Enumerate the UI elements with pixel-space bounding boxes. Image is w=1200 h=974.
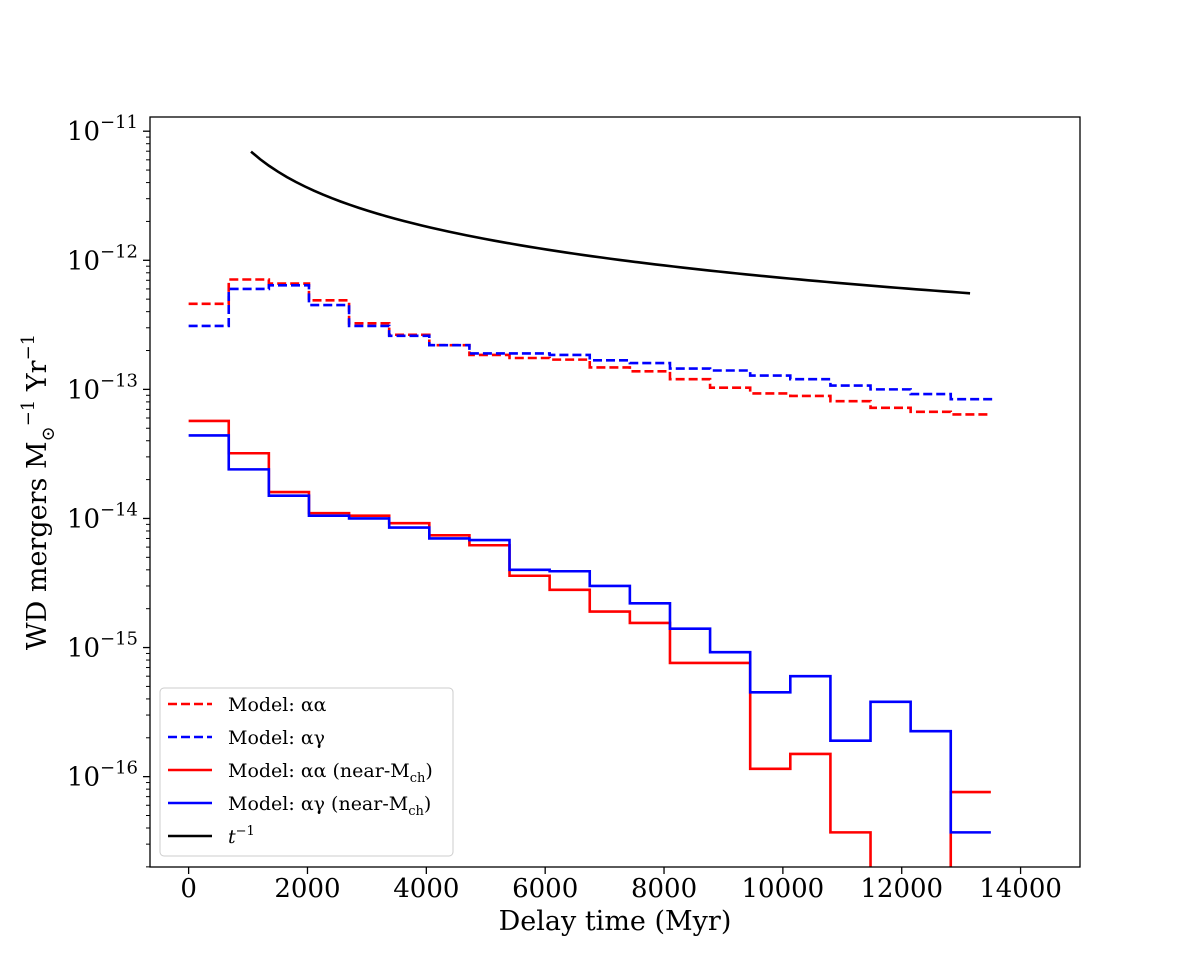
y-axis-title-sup2: −1 bbox=[18, 334, 39, 361]
y-axis-title-main: WD mergers M bbox=[22, 441, 53, 650]
legend-label-aa-mch-end: ) bbox=[425, 760, 432, 782]
legend-box bbox=[159, 687, 454, 857]
series-group bbox=[188, 150, 993, 867]
x-tick-label-4000: 4000 bbox=[393, 874, 459, 904]
legend-label-ag-mch-sub: ch bbox=[408, 804, 424, 819]
y-axis: 10−11 10−12 10−13 10−14 10−15 10−16 bbox=[67, 112, 150, 868]
legend-label-ag-mch-end: ) bbox=[424, 793, 431, 815]
y-tick-label--14: 10−14 bbox=[67, 499, 138, 534]
y-axis-title: WD mergers M⊙−1 Yr−1 bbox=[18, 334, 59, 650]
legend-label-aa-mch-sub: ch bbox=[410, 771, 426, 786]
legend-label-tinv-main: t bbox=[228, 826, 236, 848]
legend-label-tinv: t−1 bbox=[228, 824, 255, 848]
legend-label-tinv-sup: −1 bbox=[236, 824, 255, 839]
x-tick-label-6000: 6000 bbox=[512, 874, 578, 904]
legend-label-aa: Model: αα bbox=[228, 694, 327, 716]
y-tick-label--12: 10−12 bbox=[67, 241, 138, 276]
x-tick-label-2000: 2000 bbox=[274, 874, 340, 904]
y-tick-label--13: 10−13 bbox=[67, 370, 138, 405]
legend-label-ag: Model: αγ bbox=[228, 727, 325, 749]
x-tick-label-10000: 10000 bbox=[742, 874, 825, 904]
y-tick-label--16: 10−16 bbox=[67, 758, 138, 793]
x-tick-label-0: 0 bbox=[180, 874, 197, 904]
series-line-tinv bbox=[250, 150, 971, 295]
x-tick-label-14000: 14000 bbox=[979, 874, 1062, 904]
plot-frame bbox=[149, 116, 1081, 868]
y-tick-label--15: 10−15 bbox=[67, 629, 138, 664]
legend-label-ag-mch-main: Model: αγ (near-M bbox=[228, 793, 408, 815]
y-axis-title-sub: ⊙ bbox=[38, 426, 59, 441]
series-layer bbox=[188, 150, 993, 867]
legend-label-aa-mch: Model: αα (near-Mch) bbox=[228, 760, 433, 786]
x-axis-title: Delay time (Myr) bbox=[499, 906, 732, 937]
x-axis: 0 2000 4000 6000 8000 10000 12000 14000 bbox=[180, 867, 1062, 904]
series-line-aa_mch bbox=[188, 419, 991, 867]
legend-label-aa-mch-main: Model: αα (near-M bbox=[228, 760, 410, 782]
y-axis-title-sup1: −1 bbox=[18, 400, 39, 427]
series-line-ag bbox=[188, 284, 993, 401]
x-tick-label-12000: 12000 bbox=[860, 874, 943, 904]
x-tick-label-8000: 8000 bbox=[631, 874, 697, 904]
y-axis-title-mid: Yr bbox=[22, 360, 53, 399]
series-line-aa bbox=[188, 278, 991, 416]
series-line-ag_mch bbox=[188, 434, 991, 834]
y-tick-label--11: 10−11 bbox=[67, 112, 138, 147]
legend-label-ag-mch: Model: αγ (near-Mch) bbox=[228, 793, 431, 819]
legend: Model: αα Model: αγ Model: αα (near-Mch)… bbox=[159, 687, 454, 857]
